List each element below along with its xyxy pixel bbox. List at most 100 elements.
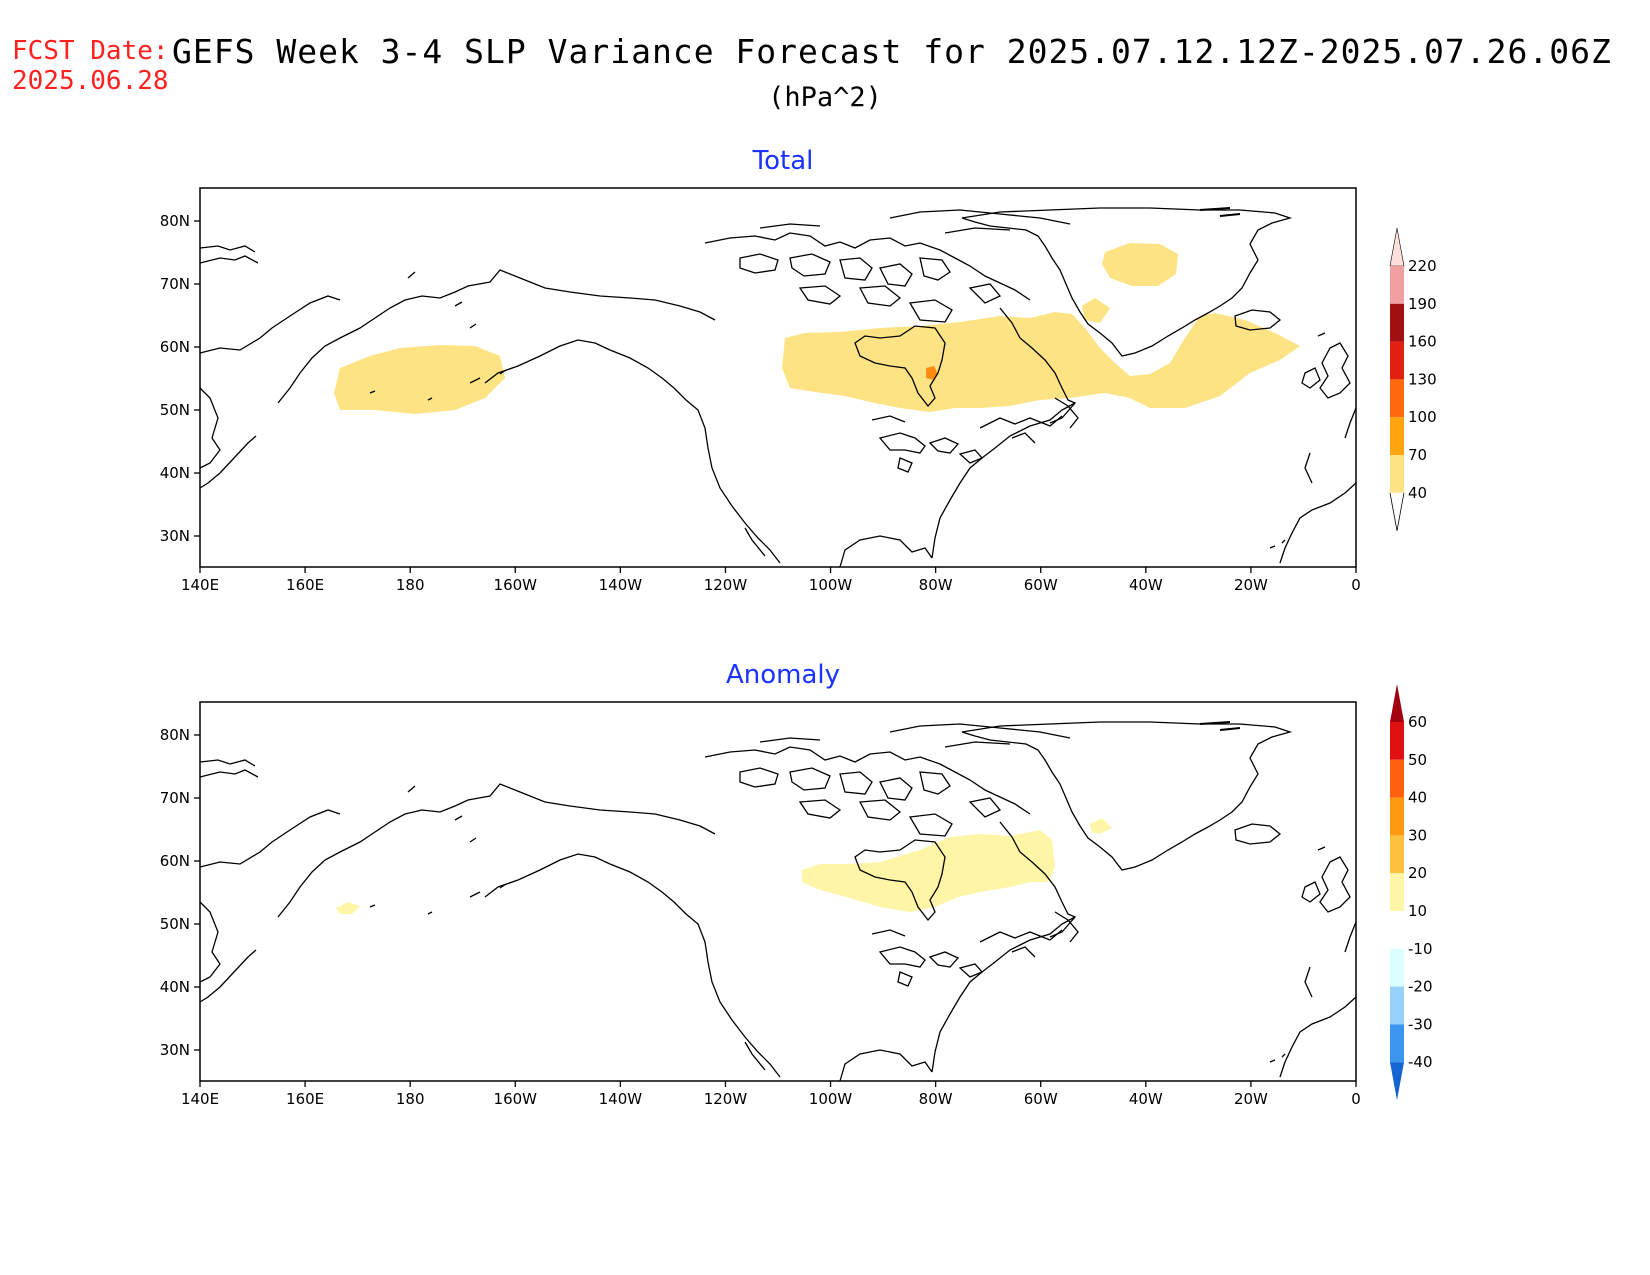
x-axis: 140E 160E 180 160W 140W 120W 100W 80W 60W 40W 20W 0 (181, 1081, 1361, 1108)
shading-layer (336, 818, 1112, 914)
x-tick-label: 160W (494, 576, 538, 594)
forecast-date-block: FCST Date: 2025.06.28 (12, 36, 169, 96)
colorbar-box (1390, 911, 1404, 949)
x-tick-label: 20W (1234, 576, 1268, 594)
y-tick-label: 70N (160, 789, 190, 807)
colorbar-label: 60 (1408, 713, 1427, 731)
colorbar-label: 40 (1408, 789, 1427, 807)
colorbar-label: 40 (1408, 484, 1427, 502)
y-axis: 80N 70N 60N 50N 40N 30N (160, 726, 200, 1059)
colorbar-top-arrow (1389, 227, 1405, 267)
x-tick-label: 140E (181, 1090, 219, 1108)
x-tick-label: 180 (396, 1090, 425, 1108)
colorbar-top-arrow (1390, 684, 1404, 722)
shade-pacific (334, 345, 505, 414)
main-title: GEFS Week 3-4 SLP Variance Forecast for … (172, 32, 1612, 71)
x-tick-label: 20W (1234, 1090, 1268, 1108)
y-tick-label: 60N (160, 852, 190, 870)
colorbar-label: 160 (1408, 333, 1437, 351)
y-tick-label: 50N (160, 915, 190, 933)
colorbar-label: -10 (1408, 940, 1433, 958)
colorbar-anomaly: 60 50 40 30 20 10 -10 -20 -30 -40 (1390, 684, 1433, 1101)
map-background (200, 702, 1356, 1081)
colorbar-total: 220 190 160 130 100 70 40 (1389, 227, 1437, 531)
colorbar-bottom-arrow (1389, 492, 1405, 531)
x-tick-label: 160E (286, 576, 324, 594)
map-frame (199, 187, 1357, 568)
colorbar-bottom-arrow (1390, 1062, 1404, 1101)
x-tick-label: 100W (809, 576, 853, 594)
shade-canada (802, 830, 1055, 912)
y-tick-label: 30N (160, 1041, 190, 1059)
x-axis: 140E 160E 180 160W 140W 120W 100W 80W 60W 40W 20W 0 (181, 567, 1361, 594)
x-tick-label: 180 (396, 576, 425, 594)
x-tick-label: 100W (809, 1090, 853, 1108)
map-frame (199, 701, 1357, 1082)
y-tick-label: 30N (160, 527, 190, 545)
y-tick-label: 70N (160, 275, 190, 293)
colorbar-label: 30 (1408, 826, 1427, 844)
x-tick-label: 80W (919, 1090, 953, 1108)
x-tick-label: 160E (286, 1090, 324, 1108)
colorbar-box (1390, 303, 1404, 342)
x-tick-label: 60W (1024, 576, 1058, 594)
colorbar-box (1390, 455, 1404, 493)
colorbar-label: 20 (1408, 864, 1427, 882)
x-tick-label: 60W (1024, 1090, 1058, 1108)
x-tick-label: 160W (494, 1090, 538, 1108)
colorbar-label: 130 (1408, 370, 1437, 388)
y-tick-label: 50N (160, 401, 190, 419)
shade-hudson-max (926, 366, 938, 380)
colorbar-box (1390, 417, 1404, 455)
shade-greenland-small (1082, 298, 1110, 323)
colorbar-box (1390, 379, 1404, 418)
colorbar-label: 220 (1408, 257, 1437, 275)
x-tick-label: 140W (599, 1090, 643, 1108)
y-tick-label: 40N (160, 464, 190, 482)
y-tick-label: 80N (160, 726, 190, 744)
shade-pacific (336, 902, 360, 914)
colorbar-box (1390, 759, 1404, 798)
x-tick-label: 0 (1351, 576, 1361, 594)
colorbar-box (1390, 835, 1404, 874)
x-tick-label: 40W (1129, 1090, 1163, 1108)
x-tick-label: 140W (599, 576, 643, 594)
colorbar-box (1390, 797, 1404, 836)
colorbar-label: -20 (1408, 978, 1433, 996)
y-tick-label: 40N (160, 978, 190, 996)
colorbar-box (1390, 873, 1404, 911)
forecast-date-value: 2025.06.28 (12, 66, 169, 96)
colorbar-label: 50 (1408, 751, 1427, 769)
x-tick-label: 40W (1129, 576, 1163, 594)
panel-title-total: Total (752, 146, 814, 176)
colorbar-box (1390, 722, 1404, 760)
shade-canada-atlantic (782, 312, 1300, 412)
x-tick-label: 120W (704, 1090, 748, 1108)
colorbar-box (1390, 986, 1404, 1025)
y-axis: 80N 70N 60N 50N 40N 30N (160, 212, 200, 545)
x-tick-label: 120W (704, 576, 748, 594)
x-tick-label: 80W (919, 576, 953, 594)
shade-greenland-east (1102, 243, 1178, 286)
panel-title-anomaly: Anomaly (725, 660, 841, 690)
forecast-date-label: FCST Date: (12, 36, 169, 66)
x-tick-label: 140E (181, 576, 219, 594)
colorbar-label: -40 (1408, 1053, 1433, 1071)
shading-layer (334, 243, 1300, 414)
colorbar-box (1390, 948, 1404, 987)
colorbar-label: 70 (1408, 446, 1427, 464)
colorbar-label: -30 (1408, 1015, 1433, 1033)
colorbar-box (1390, 341, 1404, 380)
y-tick-label: 60N (160, 338, 190, 356)
colorbar-box (1390, 1024, 1404, 1063)
map-panel-total: 140E 160E 180 160W 140W 120W 100W 80W 60W 40W 20W 0… (160, 187, 1361, 594)
colorbar-label: 100 (1408, 408, 1437, 426)
y-tick-label: 80N (160, 212, 190, 230)
shade-greenland (1090, 818, 1112, 834)
units-label: (hPa^2) (768, 82, 882, 113)
colorbar-label: 10 (1408, 902, 1427, 920)
x-tick-label: 0 (1351, 1090, 1361, 1108)
colorbar-box (1390, 266, 1404, 304)
colorbar-label: 190 (1408, 295, 1437, 313)
